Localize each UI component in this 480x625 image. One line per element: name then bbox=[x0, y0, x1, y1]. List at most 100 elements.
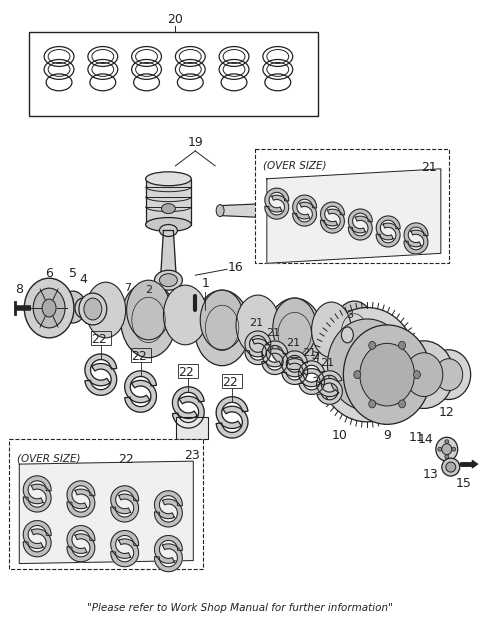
Text: 7: 7 bbox=[124, 283, 131, 293]
Polygon shape bbox=[155, 536, 182, 563]
Ellipse shape bbox=[427, 350, 471, 399]
Polygon shape bbox=[23, 484, 51, 512]
Text: 22: 22 bbox=[118, 453, 133, 466]
Text: 17: 17 bbox=[204, 309, 220, 321]
Ellipse shape bbox=[120, 282, 176, 357]
Text: 14: 14 bbox=[418, 432, 434, 446]
Ellipse shape bbox=[446, 462, 456, 472]
Ellipse shape bbox=[261, 204, 269, 217]
Polygon shape bbox=[23, 476, 51, 504]
Polygon shape bbox=[111, 531, 139, 558]
Text: 21: 21 bbox=[249, 318, 263, 328]
Ellipse shape bbox=[343, 325, 431, 424]
Polygon shape bbox=[262, 341, 288, 367]
Ellipse shape bbox=[445, 440, 449, 444]
Text: 3: 3 bbox=[346, 310, 353, 320]
Text: 16: 16 bbox=[228, 261, 244, 274]
Polygon shape bbox=[265, 195, 288, 219]
Ellipse shape bbox=[394, 341, 454, 409]
Text: 1: 1 bbox=[201, 277, 209, 290]
Text: 6: 6 bbox=[45, 268, 53, 280]
Polygon shape bbox=[267, 169, 441, 263]
Polygon shape bbox=[155, 499, 182, 527]
Polygon shape bbox=[67, 489, 95, 517]
Ellipse shape bbox=[413, 371, 420, 379]
Bar bbox=[131, 348, 151, 362]
Polygon shape bbox=[111, 486, 139, 514]
Ellipse shape bbox=[327, 319, 407, 411]
Polygon shape bbox=[111, 539, 139, 567]
Ellipse shape bbox=[445, 454, 449, 459]
Ellipse shape bbox=[267, 298, 323, 369]
Polygon shape bbox=[172, 396, 204, 428]
Text: (OVER SIZE): (OVER SIZE) bbox=[17, 453, 81, 463]
Ellipse shape bbox=[24, 278, 74, 338]
Polygon shape bbox=[282, 351, 308, 377]
Polygon shape bbox=[245, 339, 271, 364]
Polygon shape bbox=[404, 230, 428, 254]
Ellipse shape bbox=[145, 172, 192, 186]
Polygon shape bbox=[125, 381, 156, 412]
Text: 22: 22 bbox=[131, 350, 146, 363]
Polygon shape bbox=[220, 204, 265, 217]
Ellipse shape bbox=[42, 299, 56, 317]
Ellipse shape bbox=[436, 438, 458, 461]
Text: 13: 13 bbox=[423, 468, 439, 481]
Ellipse shape bbox=[369, 341, 376, 349]
Polygon shape bbox=[216, 406, 248, 438]
Ellipse shape bbox=[318, 308, 417, 422]
Ellipse shape bbox=[127, 280, 170, 340]
Text: 22: 22 bbox=[91, 333, 107, 346]
Text: 21: 21 bbox=[286, 338, 300, 348]
Ellipse shape bbox=[398, 400, 406, 408]
Text: 21: 21 bbox=[266, 328, 280, 338]
Bar bbox=[255, 149, 449, 263]
Polygon shape bbox=[321, 209, 344, 233]
Text: 4: 4 bbox=[79, 273, 87, 286]
Polygon shape bbox=[67, 534, 95, 562]
Ellipse shape bbox=[145, 217, 192, 231]
Text: 12: 12 bbox=[439, 406, 455, 419]
Ellipse shape bbox=[79, 293, 107, 325]
Ellipse shape bbox=[398, 341, 406, 349]
Polygon shape bbox=[348, 209, 372, 233]
Polygon shape bbox=[293, 195, 316, 219]
Ellipse shape bbox=[33, 288, 65, 328]
Ellipse shape bbox=[194, 290, 250, 366]
Text: 21: 21 bbox=[321, 357, 335, 367]
Text: 23: 23 bbox=[184, 449, 200, 462]
Ellipse shape bbox=[273, 298, 316, 358]
Text: 10: 10 bbox=[332, 429, 348, 442]
Ellipse shape bbox=[159, 274, 178, 287]
Polygon shape bbox=[317, 371, 342, 397]
Ellipse shape bbox=[438, 448, 442, 451]
Bar bbox=[9, 439, 203, 569]
Polygon shape bbox=[317, 379, 342, 404]
Ellipse shape bbox=[161, 204, 175, 214]
Polygon shape bbox=[262, 349, 288, 374]
Ellipse shape bbox=[216, 204, 224, 216]
Ellipse shape bbox=[354, 371, 361, 379]
Text: 22: 22 bbox=[222, 376, 238, 389]
Ellipse shape bbox=[236, 295, 280, 355]
Text: 21: 21 bbox=[302, 348, 317, 358]
Polygon shape bbox=[67, 526, 95, 553]
Bar bbox=[145, 179, 192, 224]
Polygon shape bbox=[282, 359, 308, 384]
Text: 5: 5 bbox=[69, 268, 77, 280]
Polygon shape bbox=[19, 461, 193, 564]
Ellipse shape bbox=[435, 359, 463, 391]
Text: 19: 19 bbox=[187, 136, 203, 149]
Bar bbox=[176, 418, 208, 439]
Polygon shape bbox=[160, 231, 176, 280]
Polygon shape bbox=[293, 202, 316, 226]
Polygon shape bbox=[85, 354, 117, 386]
Ellipse shape bbox=[84, 298, 102, 320]
Text: 11: 11 bbox=[409, 431, 425, 444]
Ellipse shape bbox=[75, 298, 91, 318]
Ellipse shape bbox=[159, 224, 178, 236]
Polygon shape bbox=[245, 331, 271, 357]
Polygon shape bbox=[299, 361, 324, 387]
Polygon shape bbox=[376, 223, 400, 247]
Ellipse shape bbox=[452, 448, 456, 451]
